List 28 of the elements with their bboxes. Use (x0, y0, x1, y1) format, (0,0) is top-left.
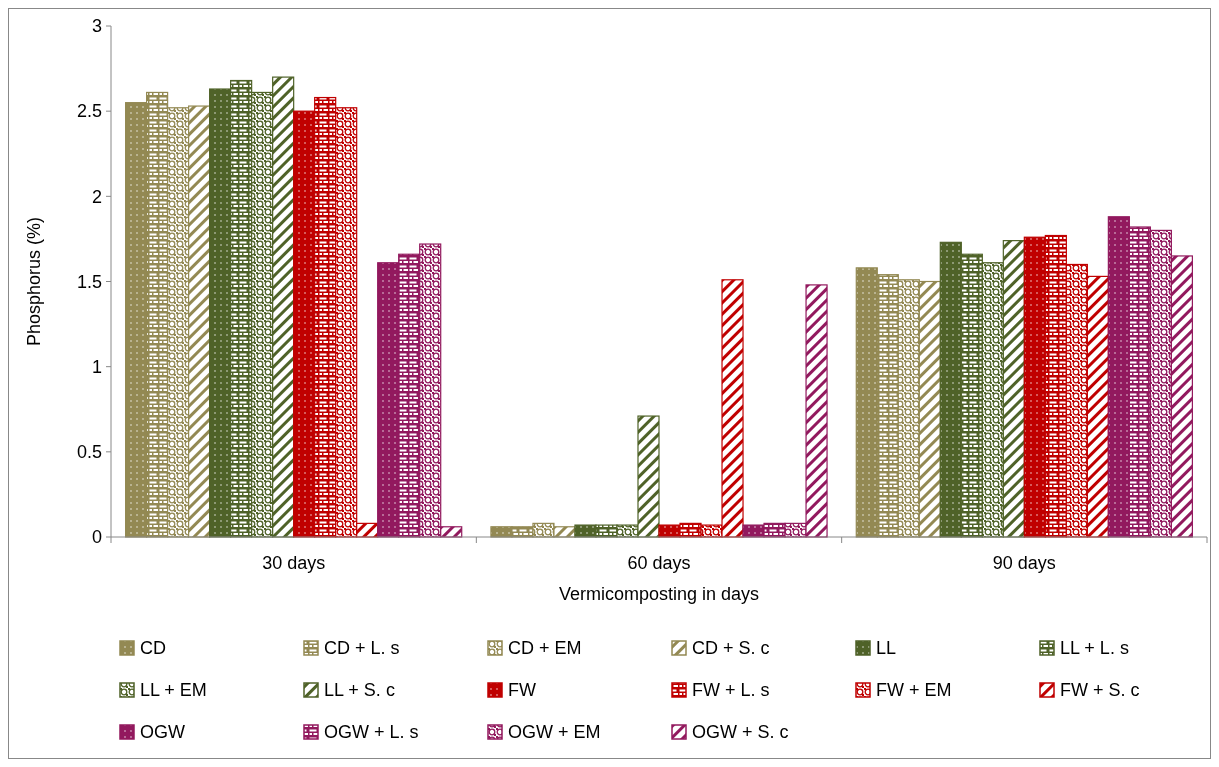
x-tick-label: 30 days (262, 553, 326, 573)
legend-label: LL + EM (140, 680, 207, 701)
legend-label: OGW + EM (508, 722, 601, 743)
legend-label: FW + S. c (1060, 680, 1140, 701)
legend-label: LL (876, 638, 897, 659)
legend-label: LL + L. s (1060, 638, 1129, 659)
legend-label: OGW (140, 722, 185, 743)
legend-label: LL + S. c (324, 680, 395, 701)
legend-label: CD + S. c (692, 638, 770, 659)
legend-label: CD (140, 638, 166, 659)
x-tick-label: 90 days (992, 553, 1056, 573)
y-tick-label: 1.5 (76, 271, 102, 292)
x-tick-label: 60 days (627, 553, 691, 573)
y-tick-label: 2 (91, 186, 102, 207)
y-tick-label: 0 (91, 527, 102, 548)
y-tick-label: 1 (91, 356, 102, 377)
y-tick-label: 0.5 (76, 442, 102, 463)
legend-label: OGW + L. s (324, 722, 419, 743)
x-axis-title: Vermicomposting in days (558, 584, 760, 604)
legend-label: OGW + S. c (692, 722, 789, 743)
y-tick-label: 3 (91, 16, 102, 37)
legend-label: FW + L. s (692, 680, 770, 701)
y-tick-label: 2.5 (76, 101, 102, 122)
legend-label: CD + L. s (324, 638, 400, 659)
legend-label: FW (508, 680, 536, 701)
legend-label: CD + EM (508, 638, 582, 659)
y-axis-title: Phosphorus (%) (24, 216, 44, 347)
legend-label: FW + EM (876, 680, 952, 701)
